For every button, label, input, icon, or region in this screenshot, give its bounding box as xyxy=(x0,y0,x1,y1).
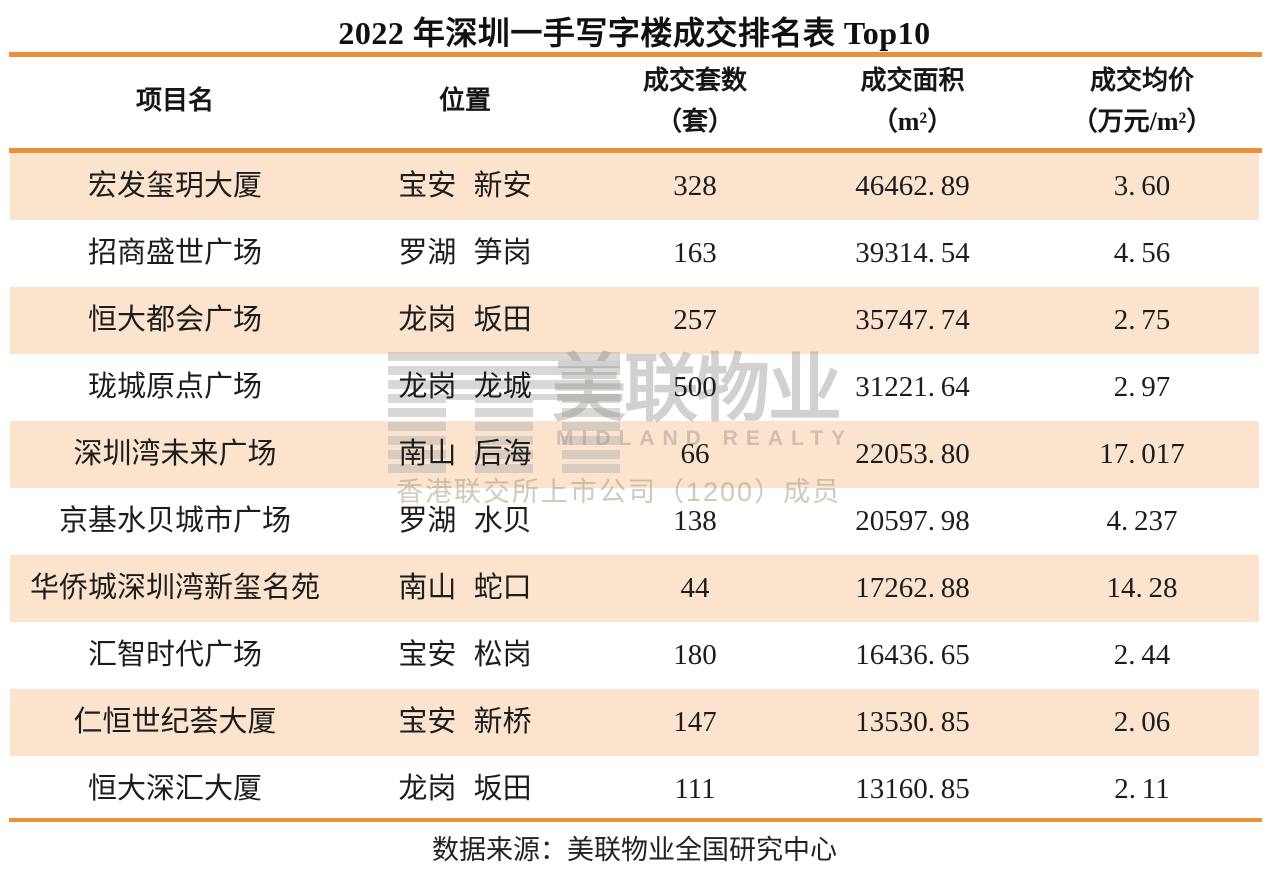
value-cell: 2. 97 xyxy=(1113,371,1171,403)
location-cell: 龙岗 坂田 xyxy=(398,304,532,336)
table-body: 宏发玺玥大厦 宝安 新安 328 46462. 89 3. 60 招商盛世广场 罗湖 笋岗 1… xyxy=(10,153,1259,823)
project-name-cell: 京基水贝城市广场 xyxy=(58,505,291,537)
page-title: 2022 年深圳一手写字楼成交排名表 Top10 xyxy=(338,15,931,51)
value-cell: 2. 75 xyxy=(1113,304,1171,336)
project-name-cell: 宏发玺玥大厦 xyxy=(87,170,262,202)
project-name-cell: 珑城原点广场 xyxy=(87,371,262,403)
table-row: 华侨城深圳湾新玺名苑 南山 蛇口 44 17262. 88 14. 28 xyxy=(10,555,1259,622)
value-cell: 31221. 64 xyxy=(855,371,970,403)
column-header-price: 成交均价 （万元/m²） xyxy=(1071,65,1213,136)
value-cell: 16436. 65 xyxy=(855,639,970,671)
value-cell: 163 xyxy=(673,237,717,269)
location-cell: 南山 后海 xyxy=(398,438,532,470)
location-cell: 罗湖 笋岗 xyxy=(398,237,532,269)
column-header-units: 成交套数 （套） xyxy=(642,65,747,136)
value-cell: 20597. 98 xyxy=(855,505,970,537)
value-cell: 180 xyxy=(673,639,717,671)
value-cell: 2. 11 xyxy=(1114,773,1170,805)
table-row: 宏发玺玥大厦 宝安 新安 328 46462. 89 3. 60 xyxy=(10,153,1259,220)
divider-header xyxy=(9,148,1262,153)
value-cell: 111 xyxy=(674,773,716,805)
table-row: 恒大都会广场 龙岗 坂田 257 35747. 74 2. 75 xyxy=(10,287,1259,354)
value-cell: 3. 60 xyxy=(1113,170,1171,202)
table-header-row: 项目名 位置 成交套数 （套） 成交面积 （m²） 成交均价 （万元/m²） xyxy=(10,57,1259,145)
value-cell: 66 xyxy=(680,438,710,470)
value-cell: 4. 56 xyxy=(1113,237,1171,269)
value-cell: 4. 237 xyxy=(1106,505,1178,537)
value-cell: 35747. 74 xyxy=(855,304,970,336)
table-row: 恒大深汇大厦 龙岗 坂田 111 13160. 85 2. 11 xyxy=(10,756,1259,823)
table-row: 珑城原点广场 龙岗 龙城 500 31221. 64 2. 97 xyxy=(10,354,1259,421)
value-cell: 46462. 89 xyxy=(855,170,970,202)
value-cell: 22053. 80 xyxy=(855,438,970,470)
value-cell: 328 xyxy=(673,170,717,202)
location-cell: 龙岗 龙城 xyxy=(398,371,532,403)
value-cell: 257 xyxy=(673,304,717,336)
table-row: 仁恒世纪荟大厦 宝安 新桥 147 13530. 85 2. 06 xyxy=(10,689,1259,756)
value-cell: 2. 06 xyxy=(1113,706,1171,738)
column-header-area: 成交面积 （m²） xyxy=(860,65,965,136)
table-row: 招商盛世广场 罗湖 笋岗 163 39314. 54 4. 56 xyxy=(10,220,1259,287)
value-cell: 13160. 85 xyxy=(855,773,970,805)
location-cell: 宝安 新桥 xyxy=(398,706,532,738)
table-row: 深圳湾未来广场 南山 后海 66 22053. 80 17. 017 xyxy=(10,421,1259,488)
project-name-cell: 招商盛世广场 xyxy=(87,237,262,269)
value-cell: 147 xyxy=(673,706,717,738)
location-cell: 南山 蛇口 xyxy=(398,572,532,604)
value-cell: 17. 017 xyxy=(1099,438,1185,470)
location-cell: 宝安 松岗 xyxy=(398,639,532,671)
table-row: 汇智时代广场 宝安 松岗 180 16436. 65 2. 44 xyxy=(10,622,1259,689)
value-cell: 2. 44 xyxy=(1113,639,1171,671)
project-name-cell: 深圳湾未来广场 xyxy=(73,438,277,470)
location-cell: 龙岗 坂田 xyxy=(398,773,532,805)
project-name-cell: 汇智时代广场 xyxy=(87,639,262,671)
data-source-note: 数据来源：美联物业全国研究中心 xyxy=(432,835,837,865)
divider-bottom xyxy=(9,818,1262,822)
value-cell: 138 xyxy=(673,505,717,537)
column-header-location: 位置 xyxy=(438,86,491,116)
location-cell: 宝安 新安 xyxy=(398,170,532,202)
table-row: 京基水贝城市广场 罗湖 水贝 138 20597. 98 4. 237 xyxy=(10,488,1259,555)
divider-top xyxy=(9,52,1262,57)
project-name-cell: 恒大都会广场 xyxy=(87,304,262,336)
value-cell: 17262. 88 xyxy=(855,572,970,604)
location-cell: 罗湖 水贝 xyxy=(398,505,532,537)
value-cell: 44 xyxy=(680,572,710,604)
value-cell: 39314. 54 xyxy=(855,237,970,269)
column-header-project: 项目名 xyxy=(135,86,214,116)
project-name-cell: 恒大深汇大厦 xyxy=(87,773,262,805)
value-cell: 13530. 85 xyxy=(855,706,970,738)
project-name-cell: 华侨城深圳湾新玺名苑 xyxy=(29,572,320,604)
value-cell: 14. 28 xyxy=(1106,572,1178,604)
project-name-cell: 仁恒世纪荟大厦 xyxy=(73,706,277,738)
value-cell: 500 xyxy=(673,371,717,403)
